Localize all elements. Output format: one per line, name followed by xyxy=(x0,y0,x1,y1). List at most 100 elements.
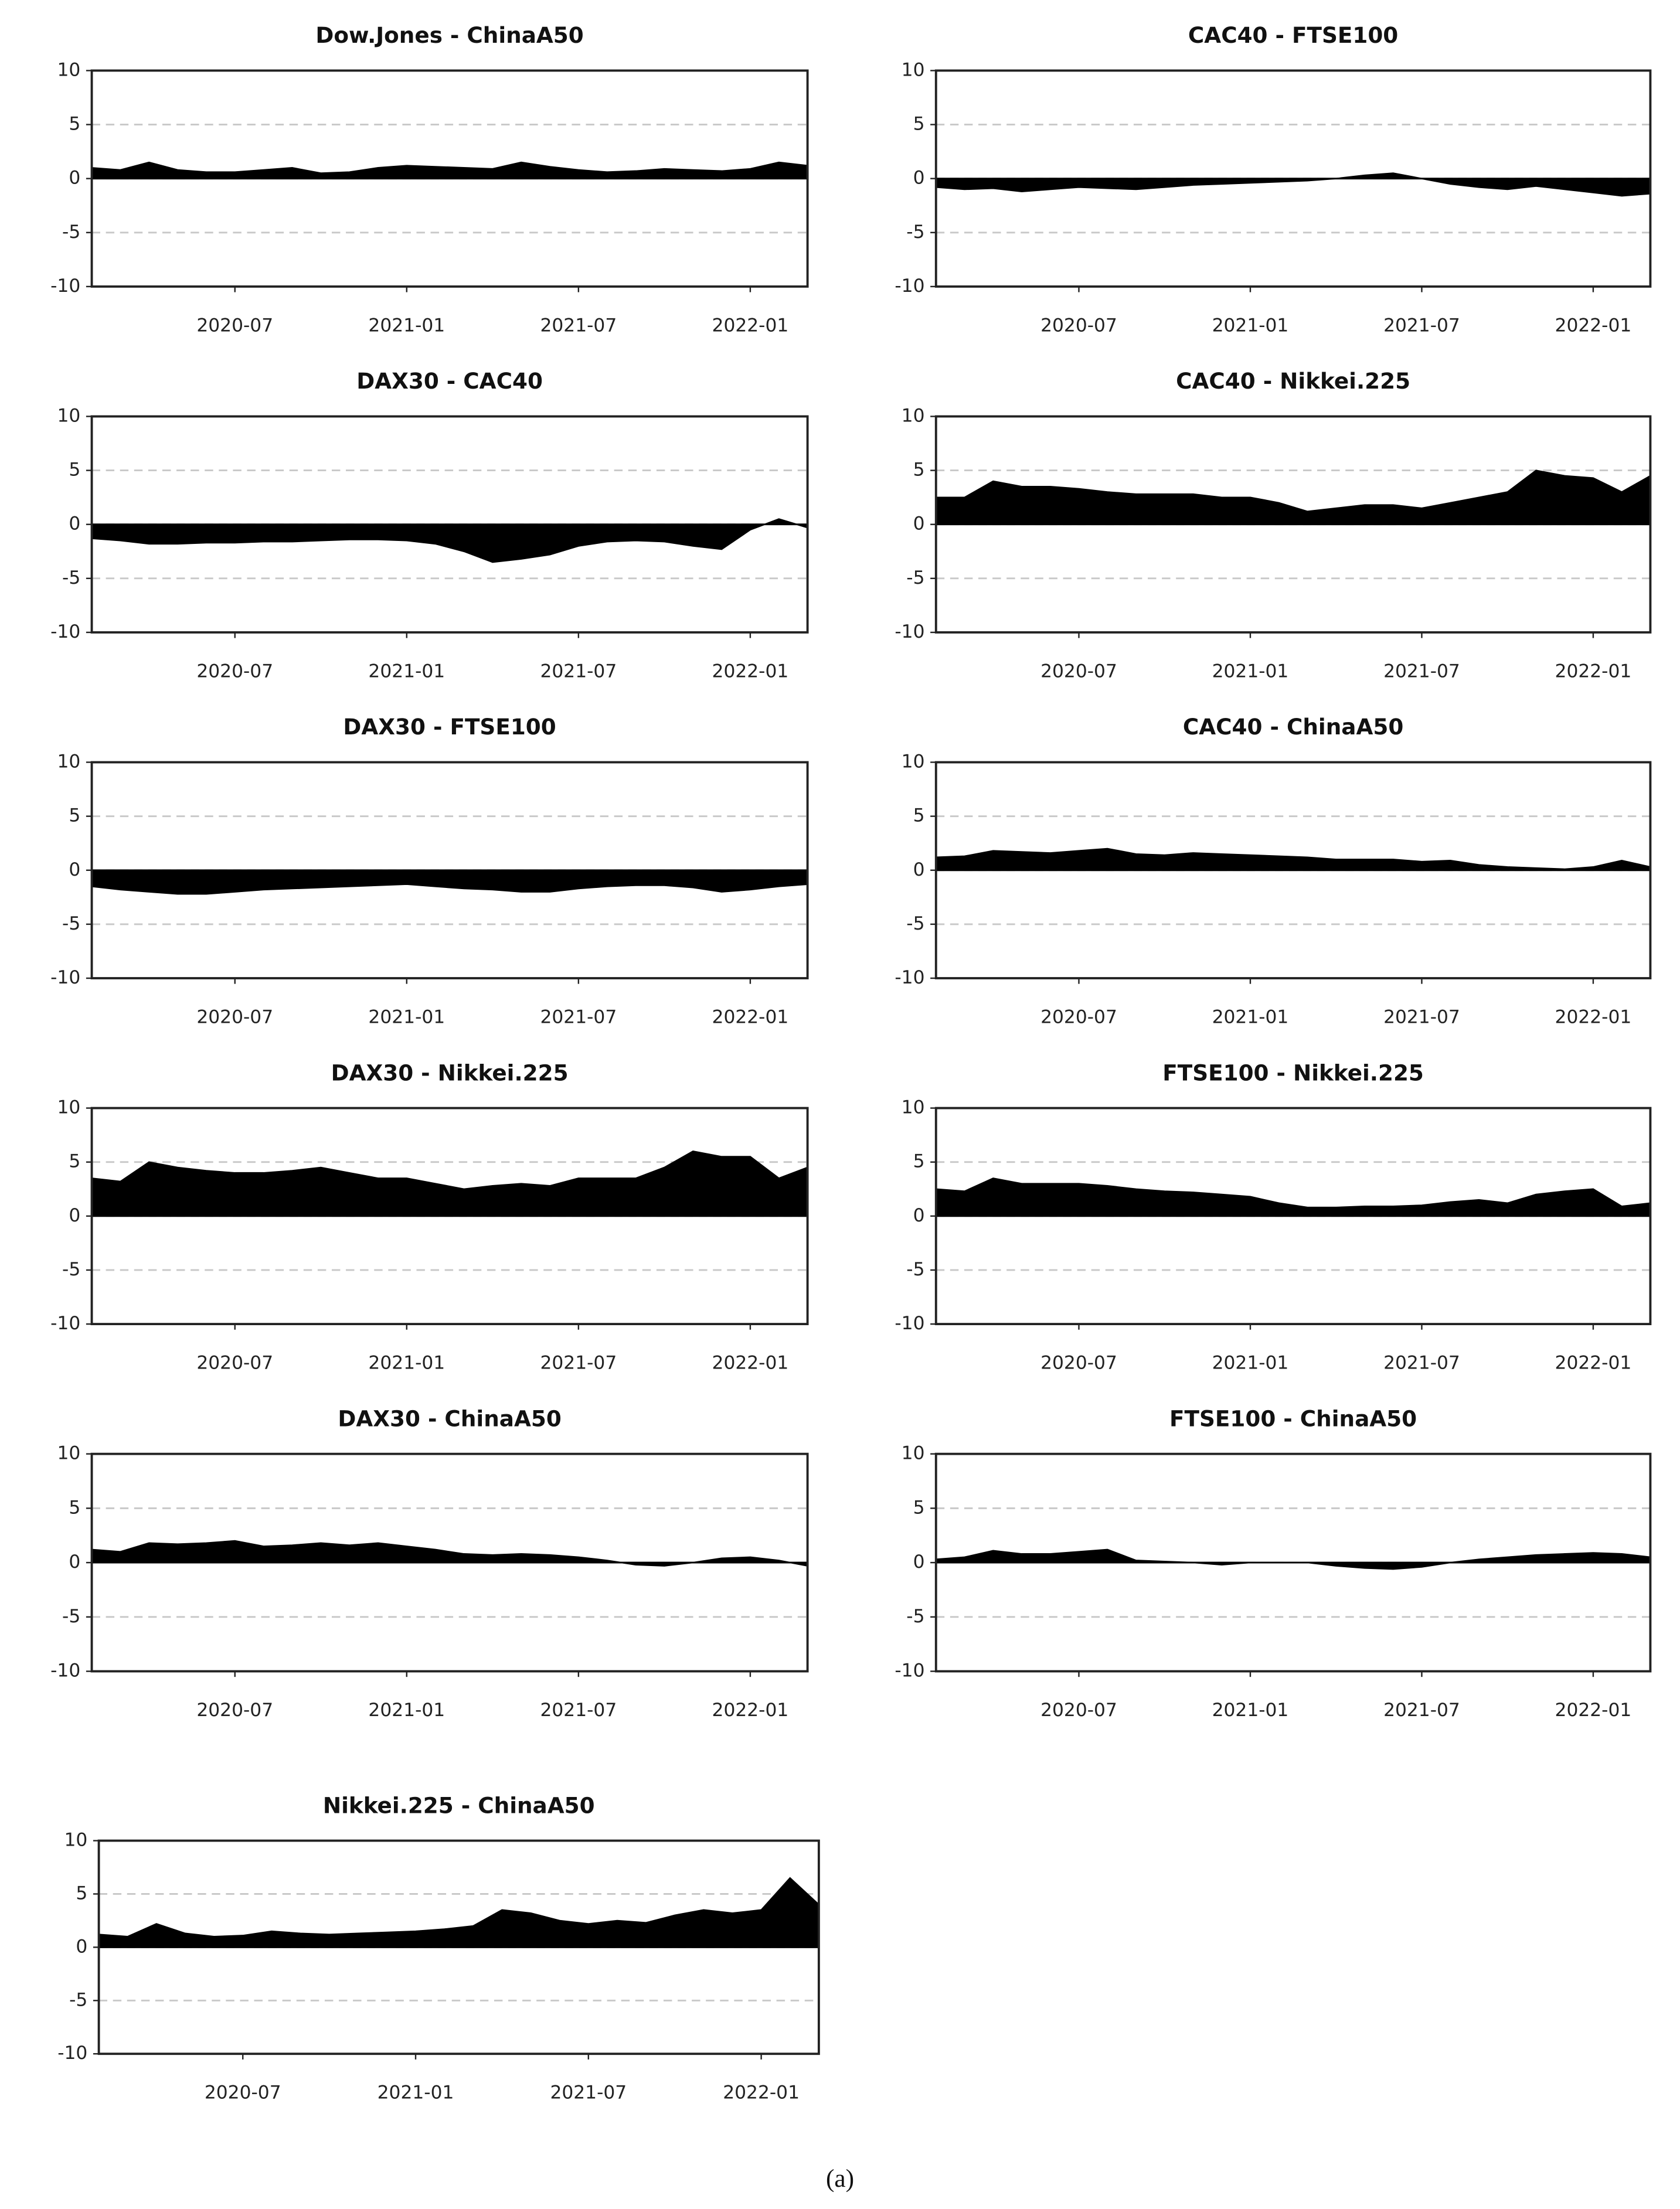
chart-title: FTSE100 - ChinaA50 xyxy=(1169,1405,1417,1431)
plot-frame xyxy=(934,761,1652,979)
chart-title: DAX30 - CAC40 xyxy=(356,368,543,394)
x-tick-label: 2020-07 xyxy=(196,1353,273,1374)
x-tick-label: 2022-01 xyxy=(712,661,789,682)
y-tick-label: -5 xyxy=(62,567,80,588)
y-tick-label: 10 xyxy=(902,405,925,426)
y-tick-label: -10 xyxy=(895,621,924,642)
area xyxy=(91,1540,808,1567)
y-tick-label: 5 xyxy=(913,1497,925,1518)
x-tick-label: 2021-01 xyxy=(368,661,445,682)
chart-title: DAX30 - FTSE100 xyxy=(343,714,556,740)
y-tick-label: -5 xyxy=(906,913,924,934)
y-tick-label: 0 xyxy=(69,1551,80,1572)
x-tick-label: 2021-07 xyxy=(540,1353,617,1374)
y-tick-label: 5 xyxy=(913,805,925,826)
x-tick-label: 2021-07 xyxy=(540,1700,617,1721)
x-tick-label: 2021-01 xyxy=(1212,315,1289,336)
y-tick-label: -10 xyxy=(895,275,924,297)
area xyxy=(91,869,808,895)
x-tick-label: 2022-01 xyxy=(1555,661,1632,682)
y-tick-label: 10 xyxy=(57,751,80,772)
area xyxy=(91,518,808,563)
y-tick-label: -10 xyxy=(50,1313,80,1334)
y-tick-label: -5 xyxy=(906,1259,924,1280)
x-tick-label: 2020-07 xyxy=(1040,1006,1117,1027)
plot-frame xyxy=(90,415,809,634)
x-tick-label: 2020-07 xyxy=(1040,1700,1117,1721)
y-tick-label: 5 xyxy=(69,1497,80,1518)
plot-frame xyxy=(90,69,809,288)
y-tick-label: 10 xyxy=(902,751,925,772)
x-tick-label: 2020-07 xyxy=(1040,1353,1117,1374)
chart-title: CAC40 - FTSE100 xyxy=(1188,22,1398,48)
x-tick-label: 2021-07 xyxy=(540,661,617,682)
x-tick-label: 2022-01 xyxy=(712,1353,789,1374)
area xyxy=(935,847,1651,871)
y-tick-label: -10 xyxy=(895,1313,924,1334)
plot-frame xyxy=(934,69,1652,288)
y-tick-label: -10 xyxy=(57,2043,87,2064)
area xyxy=(935,469,1651,525)
plot-frame xyxy=(934,1107,1652,1326)
x-tick-label: 2021-01 xyxy=(1212,1700,1289,1721)
y-tick-label: 10 xyxy=(57,59,80,80)
x-tick-label: 2020-07 xyxy=(196,1006,273,1027)
y-tick-label: 0 xyxy=(913,1205,925,1226)
y-tick-label: -5 xyxy=(906,1606,924,1627)
x-tick-label: 2021-07 xyxy=(1383,315,1460,336)
x-tick-label: 2021-01 xyxy=(1212,1006,1289,1027)
y-tick-label: 0 xyxy=(913,168,925,189)
chart-title: Nikkei.225 - ChinaA50 xyxy=(323,1792,595,1818)
y-tick-label: 10 xyxy=(902,1443,925,1464)
y-tick-label: -10 xyxy=(50,1660,80,1682)
y-tick-label: 0 xyxy=(69,513,80,535)
x-tick-label: 2021-01 xyxy=(368,1353,445,1374)
x-tick-label: 2021-01 xyxy=(1212,1353,1289,1374)
plot-frame xyxy=(90,1452,809,1673)
x-tick-label: 2022-01 xyxy=(712,1700,789,1721)
y-tick-label: 5 xyxy=(69,805,80,826)
x-tick-label: 2022-01 xyxy=(1555,1006,1632,1027)
plot-frame xyxy=(934,1452,1652,1673)
y-tick-label: 0 xyxy=(913,859,925,880)
plot-frame xyxy=(934,415,1652,634)
y-tick-label: -5 xyxy=(62,1259,80,1280)
chart-title: DAX30 - ChinaA50 xyxy=(338,1405,561,1431)
x-tick-label: 2022-01 xyxy=(1555,1353,1632,1374)
area xyxy=(935,1177,1651,1217)
y-tick-label: 10 xyxy=(57,405,80,426)
x-tick-label: 2022-01 xyxy=(723,2082,800,2104)
chart-title: FTSE100 - Nikkei.225 xyxy=(1162,1060,1424,1085)
y-tick-label: 10 xyxy=(57,1443,80,1464)
x-tick-label: 2021-07 xyxy=(1383,1353,1460,1374)
x-tick-label: 2020-07 xyxy=(196,1700,273,1721)
y-tick-label: 10 xyxy=(64,1830,87,1851)
y-tick-label: 0 xyxy=(69,1205,80,1226)
x-tick-label: 2020-07 xyxy=(196,661,273,682)
area xyxy=(91,161,808,179)
y-tick-label: -10 xyxy=(50,967,80,988)
x-tick-label: 2021-01 xyxy=(1212,661,1289,682)
y-tick-label: -5 xyxy=(69,1989,87,2010)
y-tick-label: 5 xyxy=(913,114,925,135)
x-tick-label: 2021-01 xyxy=(368,1006,445,1027)
y-tick-label: -10 xyxy=(895,1660,924,1682)
plot-frame xyxy=(90,1107,809,1326)
x-tick-label: 2021-07 xyxy=(550,2082,627,2104)
y-tick-label: -10 xyxy=(50,621,80,642)
x-tick-label: 2021-07 xyxy=(1383,1006,1460,1027)
plot-frame xyxy=(97,1839,820,2055)
y-tick-label: 5 xyxy=(913,1151,925,1172)
figure-caption: (a) xyxy=(826,2164,854,2193)
y-tick-label: 5 xyxy=(69,1151,80,1172)
y-tick-label: -5 xyxy=(62,913,80,934)
x-tick-label: 2020-07 xyxy=(1040,315,1117,336)
x-tick-label: 2021-01 xyxy=(378,2082,454,2104)
y-tick-label: 5 xyxy=(69,460,80,481)
area xyxy=(91,1151,808,1217)
chart-title: CAC40 - Nikkei.225 xyxy=(1176,368,1410,394)
plot-frame xyxy=(90,761,809,979)
y-tick-label: -5 xyxy=(906,222,924,243)
